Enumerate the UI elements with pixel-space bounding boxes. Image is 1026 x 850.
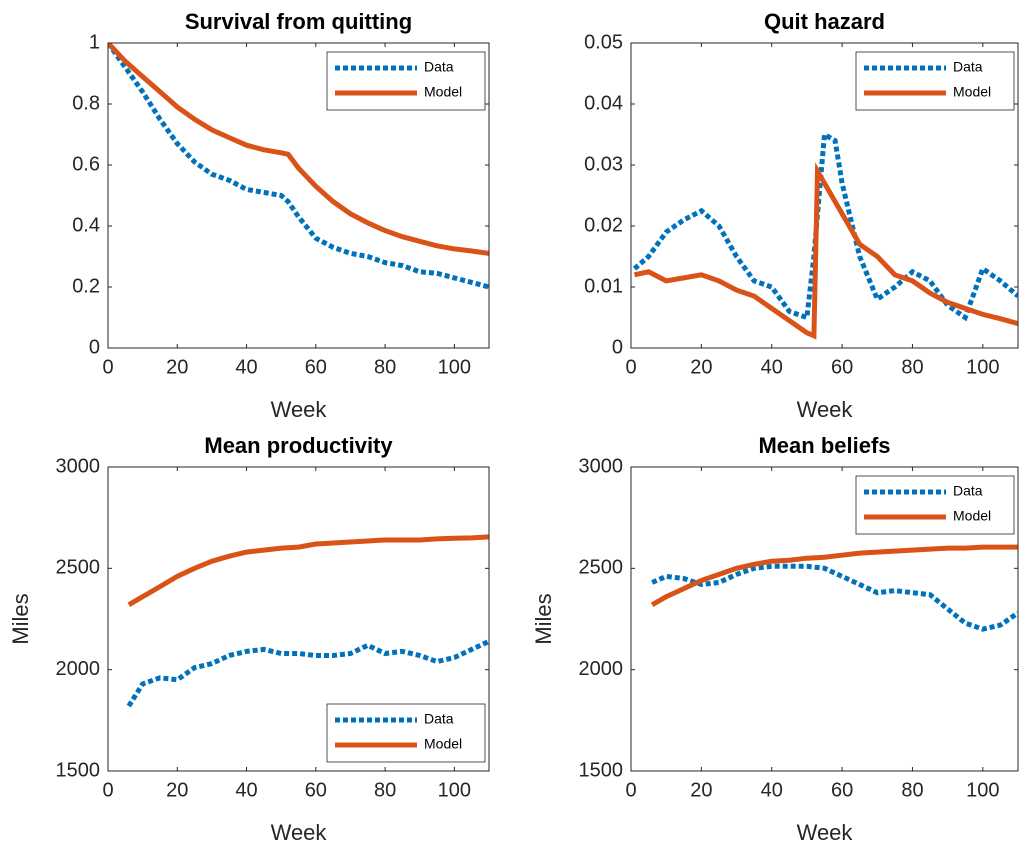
y-tick-label: 0.01 [584, 275, 623, 297]
legend: Data Model [326, 703, 486, 763]
y-tick-label: 0.02 [584, 214, 623, 236]
x-tick-label: 100 [966, 356, 999, 378]
y-tick-label: 0.2 [72, 275, 100, 297]
y-tick-label: 1500 [56, 759, 101, 781]
y-tick-label: 2500 [56, 557, 101, 579]
axes-box [107, 466, 490, 772]
y-tick-label: 0.03 [584, 153, 623, 175]
y-tick-label: 0.04 [584, 92, 623, 114]
x-axis-label: Week [271, 820, 328, 845]
y-tick-label: 2000 [56, 658, 101, 680]
legend-box [326, 51, 486, 111]
x-tick-label: 100 [438, 356, 471, 378]
series-line [651, 563, 1018, 632]
x-tick-label: 80 [901, 779, 923, 801]
legend-label: Data [424, 59, 454, 75]
x-tick-label: 20 [166, 779, 188, 801]
series-line [127, 534, 489, 607]
chart-title: Mean beliefs [758, 433, 890, 458]
chart-title: Quit hazard [764, 9, 885, 34]
x-tick-label: 100 [438, 779, 471, 801]
x-axis-label: Week [271, 397, 328, 422]
x-tick-label: 0 [625, 779, 636, 801]
axes-box [630, 466, 1019, 772]
x-tick-label: 20 [690, 779, 712, 801]
legend: Data Model [855, 475, 1015, 535]
x-tick-label: 40 [761, 356, 783, 378]
x-tick-label: 100 [966, 779, 999, 801]
x-tick-label: 0 [102, 356, 113, 378]
legend-label: Model [953, 508, 991, 524]
legend-label: Model [424, 736, 462, 752]
x-tick-label: 0 [625, 356, 636, 378]
subplot: 0 20 40 60 80 100 1500 2000 2500 3000 Mean beliefs… [531, 433, 1019, 845]
x-tick-label: 40 [235, 356, 257, 378]
axes-box [107, 42, 490, 349]
y-tick-label: 3000 [56, 455, 101, 477]
y-tick-label: 2500 [579, 557, 624, 579]
y-tick-label: 1 [89, 31, 100, 53]
x-tick-label: 40 [235, 779, 257, 801]
x-tick-label: 80 [374, 356, 396, 378]
subplot: 0 20 40 60 80 100 1500 2000 2500 3000 Mean product… [8, 433, 490, 845]
subplot: 0 20 40 60 80 100 0 0.01 0.02 0.03 0.04 0.05 Quit ha… [584, 9, 1019, 422]
series-line [126, 639, 489, 708]
legend-box [326, 703, 486, 763]
legend: Data Model [326, 51, 486, 111]
series-line [633, 162, 1018, 340]
y-tick-label: 0.4 [72, 214, 100, 236]
series-line [650, 544, 1018, 607]
x-tick-label: 60 [831, 779, 853, 801]
y-axis-label: Miles [8, 593, 33, 644]
series-line [108, 43, 489, 290]
legend-label: Data [424, 711, 454, 727]
x-tick-label: 80 [374, 779, 396, 801]
legend-label: Data [953, 59, 983, 75]
y-tick-label: 0.05 [584, 31, 623, 53]
chart-title: Survival from quitting [185, 9, 412, 34]
chart-title: Mean productivity [204, 433, 393, 458]
x-axis-label: Week [797, 397, 854, 422]
x-axis-label: Week [797, 820, 854, 845]
y-tick-label: 0 [612, 336, 623, 358]
y-tick-label: 3000 [579, 455, 624, 477]
series-line [108, 43, 489, 256]
legend-label: Model [424, 84, 462, 100]
y-tick-label: 0.6 [72, 153, 100, 175]
x-tick-label: 40 [761, 779, 783, 801]
y-tick-label: 0 [89, 336, 100, 358]
x-tick-label: 60 [305, 779, 327, 801]
y-axis-label: Miles [531, 593, 556, 644]
x-tick-label: 60 [305, 356, 327, 378]
legend-label: Data [953, 483, 983, 499]
y-tick-label: 2000 [579, 658, 624, 680]
legend-label: Model [953, 84, 991, 100]
y-tick-label: 0.8 [72, 92, 100, 114]
x-tick-label: 80 [901, 356, 923, 378]
axes-box [630, 42, 1019, 349]
x-tick-label: 0 [102, 779, 113, 801]
legend-box [855, 51, 1015, 111]
legend-box [855, 475, 1015, 535]
x-tick-label: 20 [690, 356, 712, 378]
x-tick-label: 20 [166, 356, 188, 378]
legend: Data Model [855, 51, 1015, 111]
subplot: 0 20 40 60 80 100 0 0.2 0.4 0.6 0.8 1 Survival from … [72, 9, 490, 422]
x-tick-label: 60 [831, 356, 853, 378]
y-tick-label: 1500 [579, 759, 624, 781]
